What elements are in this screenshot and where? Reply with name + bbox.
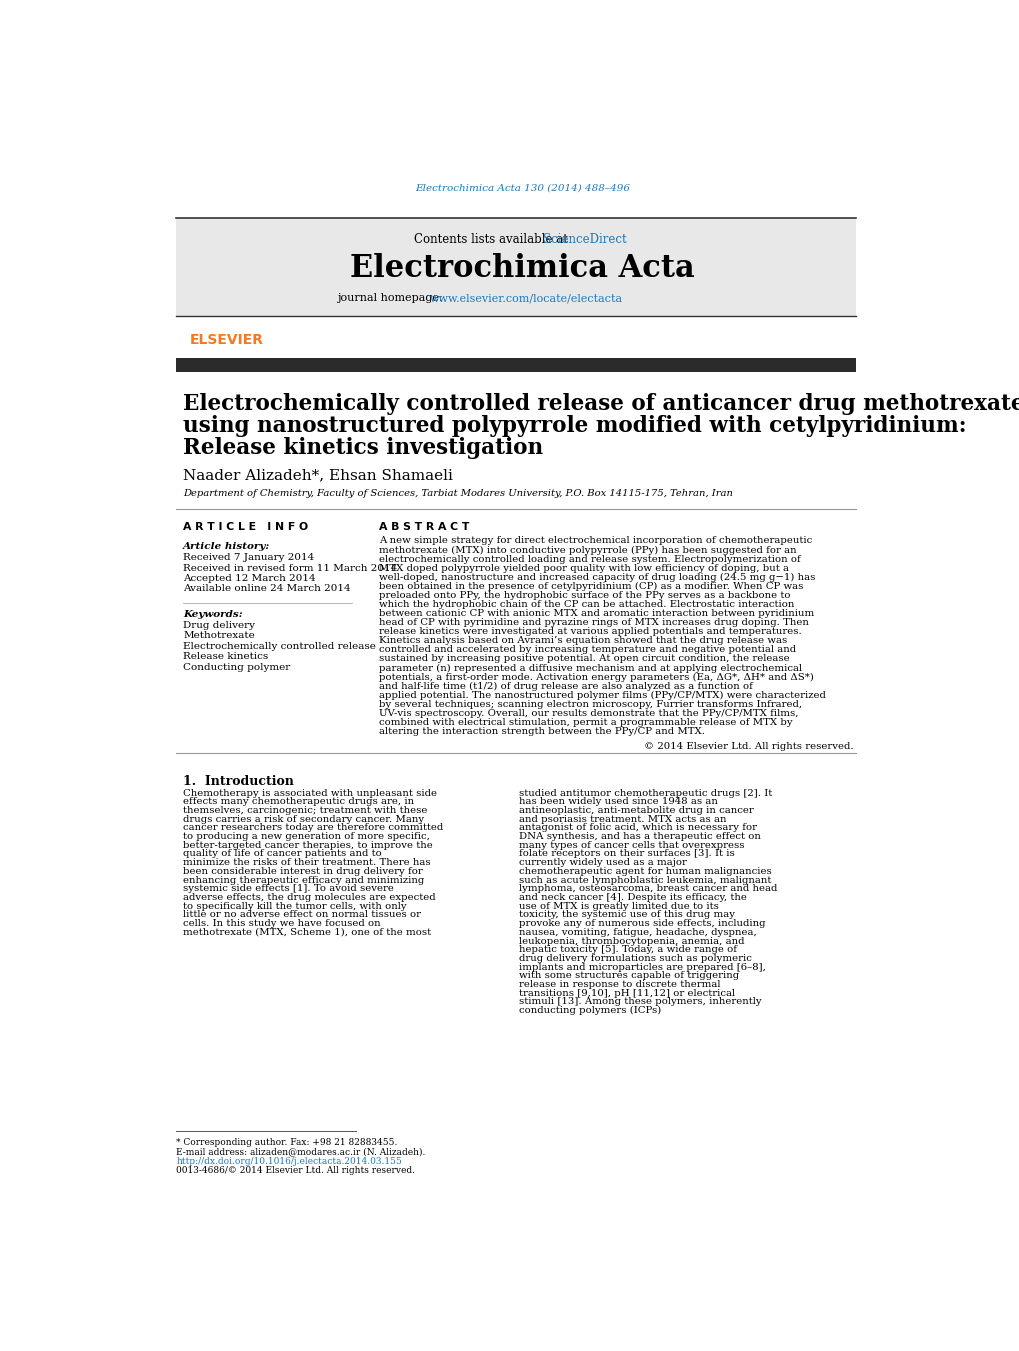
Text: folate receptors on their surfaces [3]. It is: folate receptors on their surfaces [3]. … (519, 850, 734, 858)
Text: Electrochemically controlled release of anticancer drug methotrexate: Electrochemically controlled release of … (183, 393, 1019, 415)
Text: effects many chemotherapeutic drugs are, in: effects many chemotherapeutic drugs are,… (183, 797, 414, 807)
Text: themselves, carcinogenic; treatment with these: themselves, carcinogenic; treatment with… (183, 807, 427, 815)
Text: better-targeted cancer therapies, to improve the: better-targeted cancer therapies, to imp… (183, 840, 433, 850)
Text: www.elsevier.com/locate/electacta: www.elsevier.com/locate/electacta (429, 293, 623, 303)
Text: cancer researchers today are therefore committed: cancer researchers today are therefore c… (183, 823, 443, 832)
Text: has been widely used since 1948 as an: has been widely used since 1948 as an (519, 797, 717, 807)
Text: UV-vis spectroscopy. Overall, our results demonstrate that the PPy/CP/MTX films,: UV-vis spectroscopy. Overall, our result… (379, 709, 798, 717)
Text: quality of life of cancer patients and to: quality of life of cancer patients and t… (183, 850, 382, 858)
Text: DNA synthesis, and has a therapeutic effect on: DNA synthesis, and has a therapeutic eff… (519, 832, 760, 842)
Text: potentials, a first-order mode. Activation energy parameters (Ea, ΔG*, ΔH* and Δ: potentials, a first-order mode. Activati… (379, 673, 813, 682)
Text: by several techniques; scanning electron microscopy, Furrier transforms Infrared: by several techniques; scanning electron… (379, 700, 802, 709)
Text: ELSEVIER: ELSEVIER (190, 334, 263, 347)
Text: and half-life time (t1/2) of drug release are also analyzed as a function of: and half-life time (t1/2) of drug releas… (379, 682, 752, 690)
Text: hepatic toxicity [5]. Today, a wide range of: hepatic toxicity [5]. Today, a wide rang… (519, 946, 736, 954)
Text: Keywords:: Keywords: (183, 611, 243, 619)
Text: with some structures capable of triggering: with some structures capable of triggeri… (519, 971, 739, 981)
Text: Methotrexate: Methotrexate (183, 631, 255, 640)
Text: been considerable interest in drug delivery for: been considerable interest in drug deliv… (183, 867, 423, 875)
Text: Drug delivery: Drug delivery (183, 621, 255, 630)
Text: such as acute lymphoblastic leukemia, malignant: such as acute lymphoblastic leukemia, ma… (519, 875, 770, 885)
Text: Release kinetics: Release kinetics (183, 653, 268, 661)
Text: lymphoma, osteosarcoma, breast cancer and head: lymphoma, osteosarcoma, breast cancer an… (519, 885, 776, 893)
Text: leukopenia, thrombocytopenia, anemia, and: leukopenia, thrombocytopenia, anemia, an… (519, 936, 744, 946)
Text: controlled and accelerated by increasing temperature and negative potential and: controlled and accelerated by increasing… (379, 646, 796, 654)
Text: Contents lists available at: Contents lists available at (414, 232, 572, 246)
Text: applied potential. The nanostructured polymer films (PPy/CP/MTX) were characteri: applied potential. The nanostructured po… (379, 690, 825, 700)
Text: Kinetics analysis based on Avrami’s equation showed that the drug release was: Kinetics analysis based on Avrami’s equa… (379, 636, 787, 646)
Text: Naader Alizadeh*, Ehsan Shamaeli: Naader Alizadeh*, Ehsan Shamaeli (183, 469, 452, 482)
Text: combined with electrical stimulation, permit a programmable release of MTX by: combined with electrical stimulation, pe… (379, 719, 792, 727)
Text: methotrexate (MTX) into conductive polypyrrole (PPy) has been suggested for an: methotrexate (MTX) into conductive polyp… (379, 546, 796, 554)
Text: cells. In this study we have focused on: cells. In this study we have focused on (183, 919, 380, 928)
Text: Department of Chemistry, Faculty of Sciences, Tarbiat Modares University, P.O. B: Department of Chemistry, Faculty of Scie… (183, 489, 733, 497)
Text: preloaded onto PPy, the hydrophobic surface of the PPy serves as a backbone to: preloaded onto PPy, the hydrophobic surf… (379, 590, 790, 600)
Text: antagonist of folic acid, which is necessary for: antagonist of folic acid, which is neces… (519, 823, 756, 832)
Text: systemic side effects [1]. To avoid severe: systemic side effects [1]. To avoid seve… (183, 885, 393, 893)
Text: Electrochimica Acta 130 (2014) 488–496: Electrochimica Acta 130 (2014) 488–496 (415, 184, 630, 193)
Text: minimize the risks of their treatment. There has: minimize the risks of their treatment. T… (183, 858, 430, 867)
Text: to specifically kill the tumor cells, with only: to specifically kill the tumor cells, wi… (183, 901, 407, 911)
Text: A R T I C L E   I N F O: A R T I C L E I N F O (183, 523, 308, 532)
Text: Release kinetics investigation: Release kinetics investigation (183, 436, 543, 459)
Text: drugs carries a risk of secondary cancer. Many: drugs carries a risk of secondary cancer… (183, 815, 424, 824)
Text: methotrexate (MTX, Scheme 1), one of the most: methotrexate (MTX, Scheme 1), one of the… (183, 928, 431, 936)
Text: parameter (n) represented a diffusive mechanism and at applying electrochemical: parameter (n) represented a diffusive me… (379, 663, 802, 673)
Text: to producing a new generation of more specific,: to producing a new generation of more sp… (183, 832, 430, 842)
Text: and psoriasis treatment. MTX acts as an: and psoriasis treatment. MTX acts as an (519, 815, 726, 824)
Text: Available online 24 March 2014: Available online 24 March 2014 (183, 585, 351, 593)
Text: chemotherapeutic agent for human malignancies: chemotherapeutic agent for human maligna… (519, 867, 770, 875)
Text: * Corresponding author. Fax: +98 21 82883455.: * Corresponding author. Fax: +98 21 8288… (176, 1139, 397, 1147)
Text: 0013-4686/© 2014 Elsevier Ltd. All rights reserved.: 0013-4686/© 2014 Elsevier Ltd. All right… (176, 1166, 415, 1175)
Text: MTX doped polypyrrole yielded poor quality with low efficiency of doping, but a: MTX doped polypyrrole yielded poor quali… (379, 563, 789, 573)
Text: little or no adverse effect on normal tissues or: little or no adverse effect on normal ti… (183, 911, 421, 920)
Text: toxicity, the systemic use of this drug may: toxicity, the systemic use of this drug … (519, 911, 734, 920)
Text: studied antitumor chemotherapeutic drugs [2]. It: studied antitumor chemotherapeutic drugs… (519, 789, 771, 797)
FancyBboxPatch shape (176, 218, 855, 316)
Text: release kinetics were investigated at various applied potentials and temperature: release kinetics were investigated at va… (379, 627, 801, 636)
Text: E-mail address: alizaden@modares.ac.ir (N. Alizadeh).: E-mail address: alizaden@modares.ac.ir (… (176, 1148, 425, 1156)
Text: enhancing therapeutic efficacy and minimizing: enhancing therapeutic efficacy and minim… (183, 875, 424, 885)
FancyBboxPatch shape (176, 358, 855, 372)
Text: Accepted 12 March 2014: Accepted 12 March 2014 (183, 574, 316, 584)
Text: A B S T R A C T: A B S T R A C T (379, 523, 470, 532)
Text: and neck cancer [4]. Despite its efficacy, the: and neck cancer [4]. Despite its efficac… (519, 893, 746, 902)
Text: well-doped, nanostructure and increased capacity of drug loading (24.5 mg g−1) h: well-doped, nanostructure and increased … (379, 573, 815, 582)
Text: Received in revised form 11 March 2014: Received in revised form 11 March 2014 (183, 563, 397, 573)
Text: sustained by increasing positive potential. At open circuit condition, the relea: sustained by increasing positive potenti… (379, 654, 790, 663)
Text: conducting polymers (ICPs): conducting polymers (ICPs) (519, 1006, 660, 1015)
Text: A new simple strategy for direct electrochemical incorporation of chemotherapeut: A new simple strategy for direct electro… (379, 536, 812, 546)
Text: many types of cancer cells that overexpress: many types of cancer cells that overexpr… (519, 840, 744, 850)
Text: Article history:: Article history: (183, 543, 270, 551)
Text: between cationic CP with anionic MTX and aromatic interaction between pyridinium: between cationic CP with anionic MTX and… (379, 609, 814, 617)
Text: use of MTX is greatly limited due to its: use of MTX is greatly limited due to its (519, 901, 718, 911)
Text: implants and microparticles are prepared [6–8],: implants and microparticles are prepared… (519, 963, 765, 971)
Text: Conducting polymer: Conducting polymer (183, 662, 290, 671)
Text: stimuli [13]. Among these polymers, inherently: stimuli [13]. Among these polymers, inhe… (519, 997, 761, 1006)
Text: release in response to discrete thermal: release in response to discrete thermal (519, 979, 719, 989)
Text: drug delivery formulations such as polymeric: drug delivery formulations such as polym… (519, 954, 751, 963)
Text: adverse effects, the drug molecules are expected: adverse effects, the drug molecules are … (183, 893, 435, 902)
Text: http://dx.doi.org/10.1016/j.electacta.2014.03.155: http://dx.doi.org/10.1016/j.electacta.20… (176, 1156, 401, 1166)
Text: head of CP with pyrimidine and pyrazine rings of MTX increases drug doping. Then: head of CP with pyrimidine and pyrazine … (379, 619, 808, 627)
Text: currently widely used as a major: currently widely used as a major (519, 858, 686, 867)
Text: Chemotherapy is associated with unpleasant side: Chemotherapy is associated with unpleasa… (183, 789, 437, 797)
Text: ScienceDirect: ScienceDirect (542, 232, 626, 246)
Text: electrochemically controlled loading and release system. Electropolymerization o: electrochemically controlled loading and… (379, 554, 800, 563)
Text: 1.  Introduction: 1. Introduction (183, 774, 293, 788)
Text: antineoplastic, anti-metabolite drug in cancer: antineoplastic, anti-metabolite drug in … (519, 807, 753, 815)
Text: Electrochimica Acta: Electrochimica Acta (351, 253, 694, 284)
Text: nausea, vomiting, fatigue, headache, dyspnea,: nausea, vomiting, fatigue, headache, dys… (519, 928, 756, 936)
Text: altering the interaction strength between the PPy/CP and MTX.: altering the interaction strength betwee… (379, 727, 705, 736)
Text: been obtained in the presence of cetylpyridinium (CP) as a modifier. When CP was: been obtained in the presence of cetylpy… (379, 582, 803, 590)
Text: Electrochemically controlled release: Electrochemically controlled release (183, 642, 376, 651)
Text: using nanostructured polypyrrole modified with cetylpyridinium:: using nanostructured polypyrrole modifie… (183, 415, 966, 436)
Text: which the hydrophobic chain of the CP can be attached. Electrostatic interaction: which the hydrophobic chain of the CP ca… (379, 600, 794, 609)
Text: © 2014 Elsevier Ltd. All rights reserved.: © 2014 Elsevier Ltd. All rights reserved… (643, 743, 853, 751)
Text: provoke any of numerous side effects, including: provoke any of numerous side effects, in… (519, 919, 764, 928)
Text: journal homepage:: journal homepage: (336, 293, 445, 303)
Text: Received 7 January 2014: Received 7 January 2014 (183, 554, 314, 562)
Text: transitions [9,10], pH [11,12] or electrical: transitions [9,10], pH [11,12] or electr… (519, 989, 735, 998)
